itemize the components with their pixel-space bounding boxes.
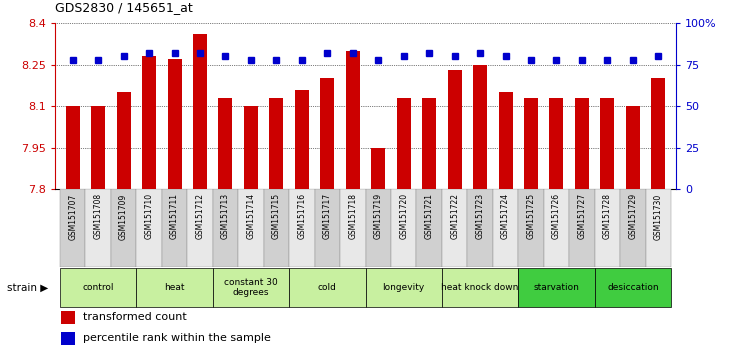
- Bar: [213, 189, 238, 267]
- Text: GSM151714: GSM151714: [246, 193, 255, 239]
- Text: GSM151709: GSM151709: [119, 193, 128, 240]
- Text: cold: cold: [318, 283, 337, 292]
- Text: GSM151730: GSM151730: [654, 193, 663, 240]
- Bar: [289, 189, 314, 267]
- Text: GSM151707: GSM151707: [68, 193, 77, 240]
- Text: GSM151724: GSM151724: [501, 193, 510, 239]
- Text: GSM151717: GSM151717: [323, 193, 332, 239]
- Bar: [417, 189, 442, 267]
- Bar: [314, 189, 340, 267]
- Bar: [162, 189, 187, 267]
- Bar: [60, 268, 136, 307]
- Bar: [575, 98, 589, 189]
- Text: transformed count: transformed count: [83, 312, 186, 322]
- Text: longevity: longevity: [382, 283, 425, 292]
- Bar: [595, 189, 620, 267]
- Text: percentile rank within the sample: percentile rank within the sample: [83, 333, 270, 343]
- Text: GSM151726: GSM151726: [552, 193, 561, 239]
- Bar: [473, 64, 487, 189]
- Bar: [264, 189, 289, 267]
- Bar: [423, 98, 436, 189]
- Bar: [219, 98, 232, 189]
- Bar: [544, 189, 569, 267]
- Bar: [391, 189, 417, 267]
- Text: constant 30
degrees: constant 30 degrees: [224, 278, 278, 297]
- Text: starvation: starvation: [534, 283, 580, 292]
- Bar: [620, 189, 645, 267]
- Text: GSM151715: GSM151715: [272, 193, 281, 239]
- Bar: [499, 92, 512, 189]
- Text: GSM151725: GSM151725: [526, 193, 536, 239]
- Bar: [238, 189, 264, 267]
- Bar: [600, 98, 615, 189]
- Bar: [524, 98, 538, 189]
- Text: strain ▶: strain ▶: [7, 282, 48, 293]
- Bar: [626, 106, 640, 189]
- Text: GDS2830 / 145651_at: GDS2830 / 145651_at: [55, 1, 192, 14]
- Bar: [340, 189, 366, 267]
- Bar: [346, 51, 360, 189]
- Bar: [111, 189, 136, 267]
- Bar: [167, 59, 181, 189]
- Bar: [86, 189, 111, 267]
- Bar: [442, 189, 467, 267]
- Text: GSM151723: GSM151723: [476, 193, 485, 239]
- Text: GSM151710: GSM151710: [145, 193, 154, 239]
- Bar: [518, 189, 544, 267]
- Text: GSM151708: GSM151708: [94, 193, 102, 239]
- Bar: [136, 189, 162, 267]
- Bar: [66, 106, 80, 189]
- Bar: [91, 106, 105, 189]
- Text: GSM151711: GSM151711: [170, 193, 179, 239]
- Bar: [320, 79, 334, 189]
- Bar: [60, 189, 86, 267]
- Bar: [645, 189, 671, 267]
- Bar: [142, 56, 156, 189]
- Text: GSM151719: GSM151719: [374, 193, 383, 239]
- Bar: [366, 189, 391, 267]
- Bar: [193, 34, 207, 189]
- Text: GSM151712: GSM151712: [195, 193, 205, 239]
- Bar: [269, 98, 284, 189]
- Bar: [467, 189, 493, 267]
- Bar: [295, 90, 308, 189]
- Text: heat: heat: [164, 283, 185, 292]
- Bar: [651, 79, 665, 189]
- Text: GSM151721: GSM151721: [425, 193, 433, 239]
- Bar: [595, 268, 671, 307]
- Text: desiccation: desiccation: [607, 283, 659, 292]
- Bar: [61, 332, 75, 345]
- Bar: [366, 268, 442, 307]
- Text: GSM151716: GSM151716: [298, 193, 306, 239]
- Bar: [244, 106, 258, 189]
- Bar: [569, 189, 595, 267]
- Bar: [447, 70, 462, 189]
- Text: GSM151718: GSM151718: [348, 193, 357, 239]
- Bar: [550, 98, 564, 189]
- Bar: [213, 268, 289, 307]
- Bar: [187, 189, 213, 267]
- Text: GSM151713: GSM151713: [221, 193, 230, 239]
- Bar: [397, 98, 411, 189]
- Text: heat knock down: heat knock down: [442, 283, 519, 292]
- Bar: [136, 268, 213, 307]
- Text: control: control: [83, 283, 114, 292]
- Bar: [371, 148, 385, 189]
- Bar: [116, 92, 131, 189]
- Text: GSM151727: GSM151727: [577, 193, 586, 239]
- Bar: [518, 268, 595, 307]
- Text: GSM151722: GSM151722: [450, 193, 459, 239]
- Text: GSM151728: GSM151728: [603, 193, 612, 239]
- Bar: [442, 268, 518, 307]
- Bar: [289, 268, 366, 307]
- Text: GSM151729: GSM151729: [629, 193, 637, 239]
- Text: GSM151720: GSM151720: [399, 193, 408, 239]
- Bar: [61, 311, 75, 324]
- Bar: [493, 189, 518, 267]
